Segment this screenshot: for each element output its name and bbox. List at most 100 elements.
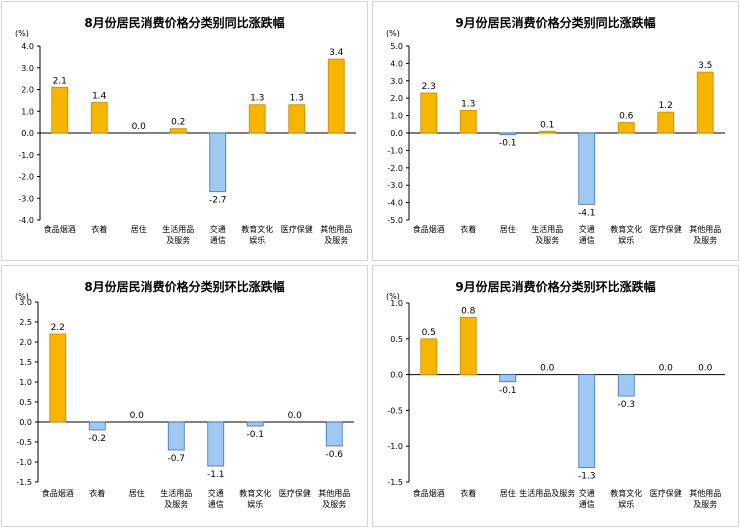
category-label: 娱乐 xyxy=(618,499,634,509)
bar xyxy=(499,374,517,383)
unit-label: (%) xyxy=(386,292,400,301)
bar xyxy=(209,132,227,193)
category-label: 及服务 xyxy=(693,235,717,245)
data-label: 0.0 xyxy=(540,364,555,374)
category-label: 交通 xyxy=(579,488,595,498)
y-tick-label: 2.0 xyxy=(390,94,403,103)
data-label: -0.2 xyxy=(88,434,106,444)
data-label: 0.8 xyxy=(461,306,476,316)
y-tick-label: -2.0 xyxy=(18,173,34,182)
bar xyxy=(207,421,225,467)
category-label: 生活用品 xyxy=(162,224,194,234)
bar xyxy=(246,421,264,427)
category-label: 医疗保健 xyxy=(650,224,682,234)
y-tick-label: 1.0 xyxy=(19,378,32,387)
bar xyxy=(459,109,477,134)
category-label: 及服务 xyxy=(166,235,190,245)
category-label: 衣着 xyxy=(460,488,476,498)
y-tick-label: 1.0 xyxy=(390,299,403,308)
category-label: 生活用品 xyxy=(531,224,563,234)
data-label: -0.7 xyxy=(167,454,185,464)
bar xyxy=(696,71,714,134)
data-label: 1.2 xyxy=(659,101,673,111)
category-label: 通信 xyxy=(210,235,226,245)
category-label: 食品烟酒 xyxy=(42,488,74,498)
chart-title: 9月份居民消费价格分类别环比涨跌幅 xyxy=(455,280,656,294)
chart-svg: 3.0 2.5 2.0 1.5 1.0 0.5 0.0 -0.5 -1.0 -1.5 2.2 食品烟酒… xyxy=(16,298,354,509)
category-label: 通信 xyxy=(208,499,224,509)
y-tick-label: 0.0 xyxy=(19,418,32,427)
unit-label: (%) xyxy=(15,292,29,301)
y-tick-label: -1.0 xyxy=(18,151,34,160)
data-label: 0.6 xyxy=(619,112,634,122)
data-label: -0.1 xyxy=(246,430,264,440)
category-label: 居住 xyxy=(500,224,516,234)
category-label: 及服务 xyxy=(164,499,188,509)
chart-svg: 4.0 3.0 2.0 1.0 0.0 -1.0 -2.0 -3.0 -4.0 2.1 食品烟酒 1.… xyxy=(18,42,356,245)
category-label: 生活用品及服务 xyxy=(519,488,575,498)
bar xyxy=(167,421,185,451)
y-tick-label: 5.0 xyxy=(390,42,403,51)
bar xyxy=(169,128,187,134)
category-label: 其他用品 xyxy=(689,224,721,234)
data-label: 0.1 xyxy=(540,120,554,130)
data-label: -4.1 xyxy=(578,208,596,218)
bar xyxy=(49,333,67,423)
data-label: -0.3 xyxy=(617,400,635,410)
y-tick-label: 2.5 xyxy=(19,318,32,327)
y-tick-label: -0.5 xyxy=(387,406,403,415)
y-tick-label: -1.5 xyxy=(16,478,32,487)
data-label: -0.1 xyxy=(499,139,517,149)
chart-panel-aug-mom: 8月份居民消费价格分类别环比涨跌幅 (%) 3.0 2.5 2.0 1.5 1.0 0.5… xyxy=(1,265,368,527)
category-label: 及服务 xyxy=(693,499,717,509)
chart-panel-aug-yoy: 8月份居民消费价格分类别同比涨跌幅 (%) 4.0 3.0 2.0 1.0 0.0 -1.… xyxy=(1,1,368,261)
bar xyxy=(657,111,675,134)
category-label: 及服务 xyxy=(324,235,348,245)
data-label: 2.2 xyxy=(51,323,65,333)
bar xyxy=(538,130,556,134)
y-tick-label: -1.0 xyxy=(387,442,403,451)
category-label: 教育文化 xyxy=(239,488,271,498)
data-label: 0.0 xyxy=(659,364,674,374)
data-label: 1.4 xyxy=(92,92,107,102)
data-label: -1.1 xyxy=(207,470,225,480)
category-label: 交通 xyxy=(210,224,226,234)
category-label: 居住 xyxy=(500,488,516,498)
chart-panel-sep-yoy: 9月份居民消费价格分类别同比涨跌幅 (%) 5.0 4.0 3.0 2.0 1.0 0.0… xyxy=(372,1,739,261)
data-label: 0.0 xyxy=(130,411,145,421)
data-label: -0.6 xyxy=(325,450,343,460)
y-tick-label: 0.0 xyxy=(21,129,34,138)
data-label: -1.3 xyxy=(578,472,596,482)
y-tick-label: 3.0 xyxy=(390,77,403,86)
bar xyxy=(327,58,345,134)
bar xyxy=(88,421,106,431)
y-tick-label: -0.5 xyxy=(16,438,32,447)
data-label: 0.0 xyxy=(288,411,303,421)
y-tick-label: 2.0 xyxy=(19,338,32,347)
bar xyxy=(51,86,69,134)
category-label: 医疗保健 xyxy=(279,488,311,498)
category-label: 食品烟酒 xyxy=(413,224,445,234)
category-label: 食品烟酒 xyxy=(44,224,76,234)
category-label: 及服务 xyxy=(322,499,346,509)
y-tick-label: 1.0 xyxy=(21,107,34,116)
data-label: 2.1 xyxy=(53,76,67,86)
category-label: 其他用品 xyxy=(318,488,350,498)
category-label: 通信 xyxy=(579,235,595,245)
bar xyxy=(499,132,517,136)
bar xyxy=(578,132,596,205)
category-label: 其他用品 xyxy=(689,488,721,498)
bar xyxy=(90,102,108,134)
data-label: 1.3 xyxy=(250,94,264,104)
category-label: 交通 xyxy=(579,224,595,234)
category-label: 其他用品 xyxy=(320,224,352,234)
y-tick-label: 4.0 xyxy=(390,59,403,68)
data-label: 3.4 xyxy=(329,48,344,58)
category-label: 教育文化 xyxy=(610,488,642,498)
category-label: 居住 xyxy=(129,488,145,498)
bar xyxy=(578,374,596,469)
y-tick-label: 0.0 xyxy=(390,129,403,138)
data-label: 3.5 xyxy=(698,61,712,71)
category-label: 教育文化 xyxy=(610,224,642,234)
data-label: 0.5 xyxy=(422,328,436,338)
